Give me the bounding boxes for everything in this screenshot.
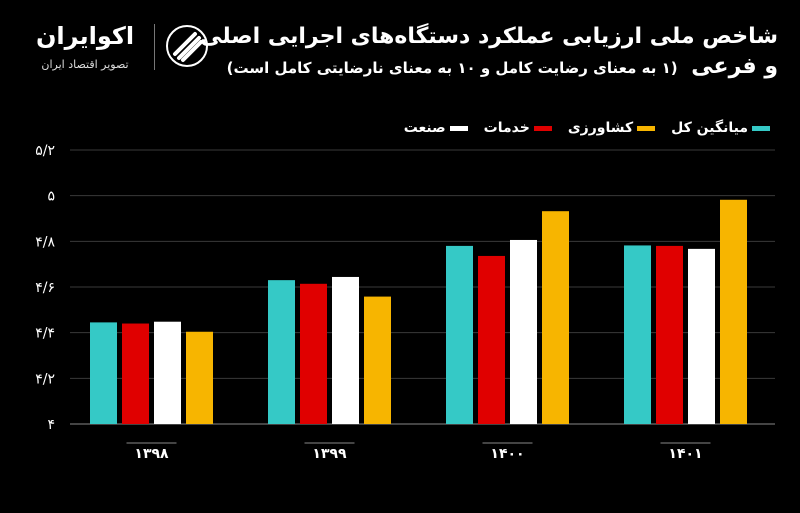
logo-name: اکوایران <box>35 22 135 50</box>
bar <box>624 245 651 424</box>
logo-divider <box>154 24 155 70</box>
logo-tagline: تصویر اقتصاد ایران <box>41 58 129 71</box>
x-category-label: ۱۳۹۹ <box>312 446 347 462</box>
bar <box>90 322 117 424</box>
legend-swatch <box>533 125 552 131</box>
legend-swatch <box>637 125 656 131</box>
y-tick-label: ۴/۲ <box>35 371 55 387</box>
bar <box>154 321 181 424</box>
bar <box>656 245 683 424</box>
bar <box>542 211 569 424</box>
chart-legend: میانگین کل کشاورزی خدمات صنعت <box>404 120 770 136</box>
x-category-label: ۱۴۰۱ <box>668 446 702 462</box>
y-tick-label: ۵ <box>47 189 55 205</box>
title-line-1: شاخص ملی ارزیابی عملکرد دستگاه‌های اجرای… <box>200 24 778 49</box>
y-tick-label: ۵/۲ <box>35 143 55 159</box>
title-line-2-text: و فرعی <box>691 54 778 79</box>
legend-item: میانگین کل <box>671 120 770 136</box>
bar <box>122 323 149 424</box>
bar <box>332 276 359 424</box>
x-category-label: ۱۳۹۸ <box>134 446 169 462</box>
bar <box>478 255 505 424</box>
y-tick-label: ۴/۴ <box>35 326 55 342</box>
y-tick-label: ۴ <box>47 417 55 433</box>
legend-swatch <box>752 125 770 131</box>
title-line-2: و فرعی (۱ به معنای رضایت کامل و ۱۰ به مع… <box>218 52 778 83</box>
legend-label: میانگین کل <box>671 120 748 136</box>
legend-label: صنعت <box>403 120 446 136</box>
bar <box>720 199 747 424</box>
bar <box>446 245 473 424</box>
y-tick-label: ۴/۶ <box>35 280 55 296</box>
chart-subtitle: (۱ به معنای رضایت کامل و ۱۰ به معنای نار… <box>226 59 678 77</box>
legend-label: خدمات <box>483 120 530 136</box>
legend-item: خدمات <box>484 120 552 136</box>
bar <box>300 283 327 424</box>
chart-title: شاخص ملی ارزیابی عملکرد دستگاه‌های اجرای… <box>200 22 778 83</box>
legend-label: کشاورزی <box>567 120 634 136</box>
logo: اکوایران تصویر اقتصاد ایران <box>30 18 208 78</box>
bar <box>186 331 213 424</box>
legend-item: کشاورزی <box>567 120 656 136</box>
bar <box>364 296 391 424</box>
ecoiran-logo-icon <box>166 25 208 67</box>
bar <box>688 248 715 424</box>
legend-swatch <box>449 125 468 131</box>
legend-item: صنعت <box>404 120 468 136</box>
bar <box>268 280 295 424</box>
bar <box>510 239 537 424</box>
x-category-label: ۱۴۰۰ <box>490 446 524 462</box>
y-tick-label: ۴/۸ <box>35 234 55 250</box>
